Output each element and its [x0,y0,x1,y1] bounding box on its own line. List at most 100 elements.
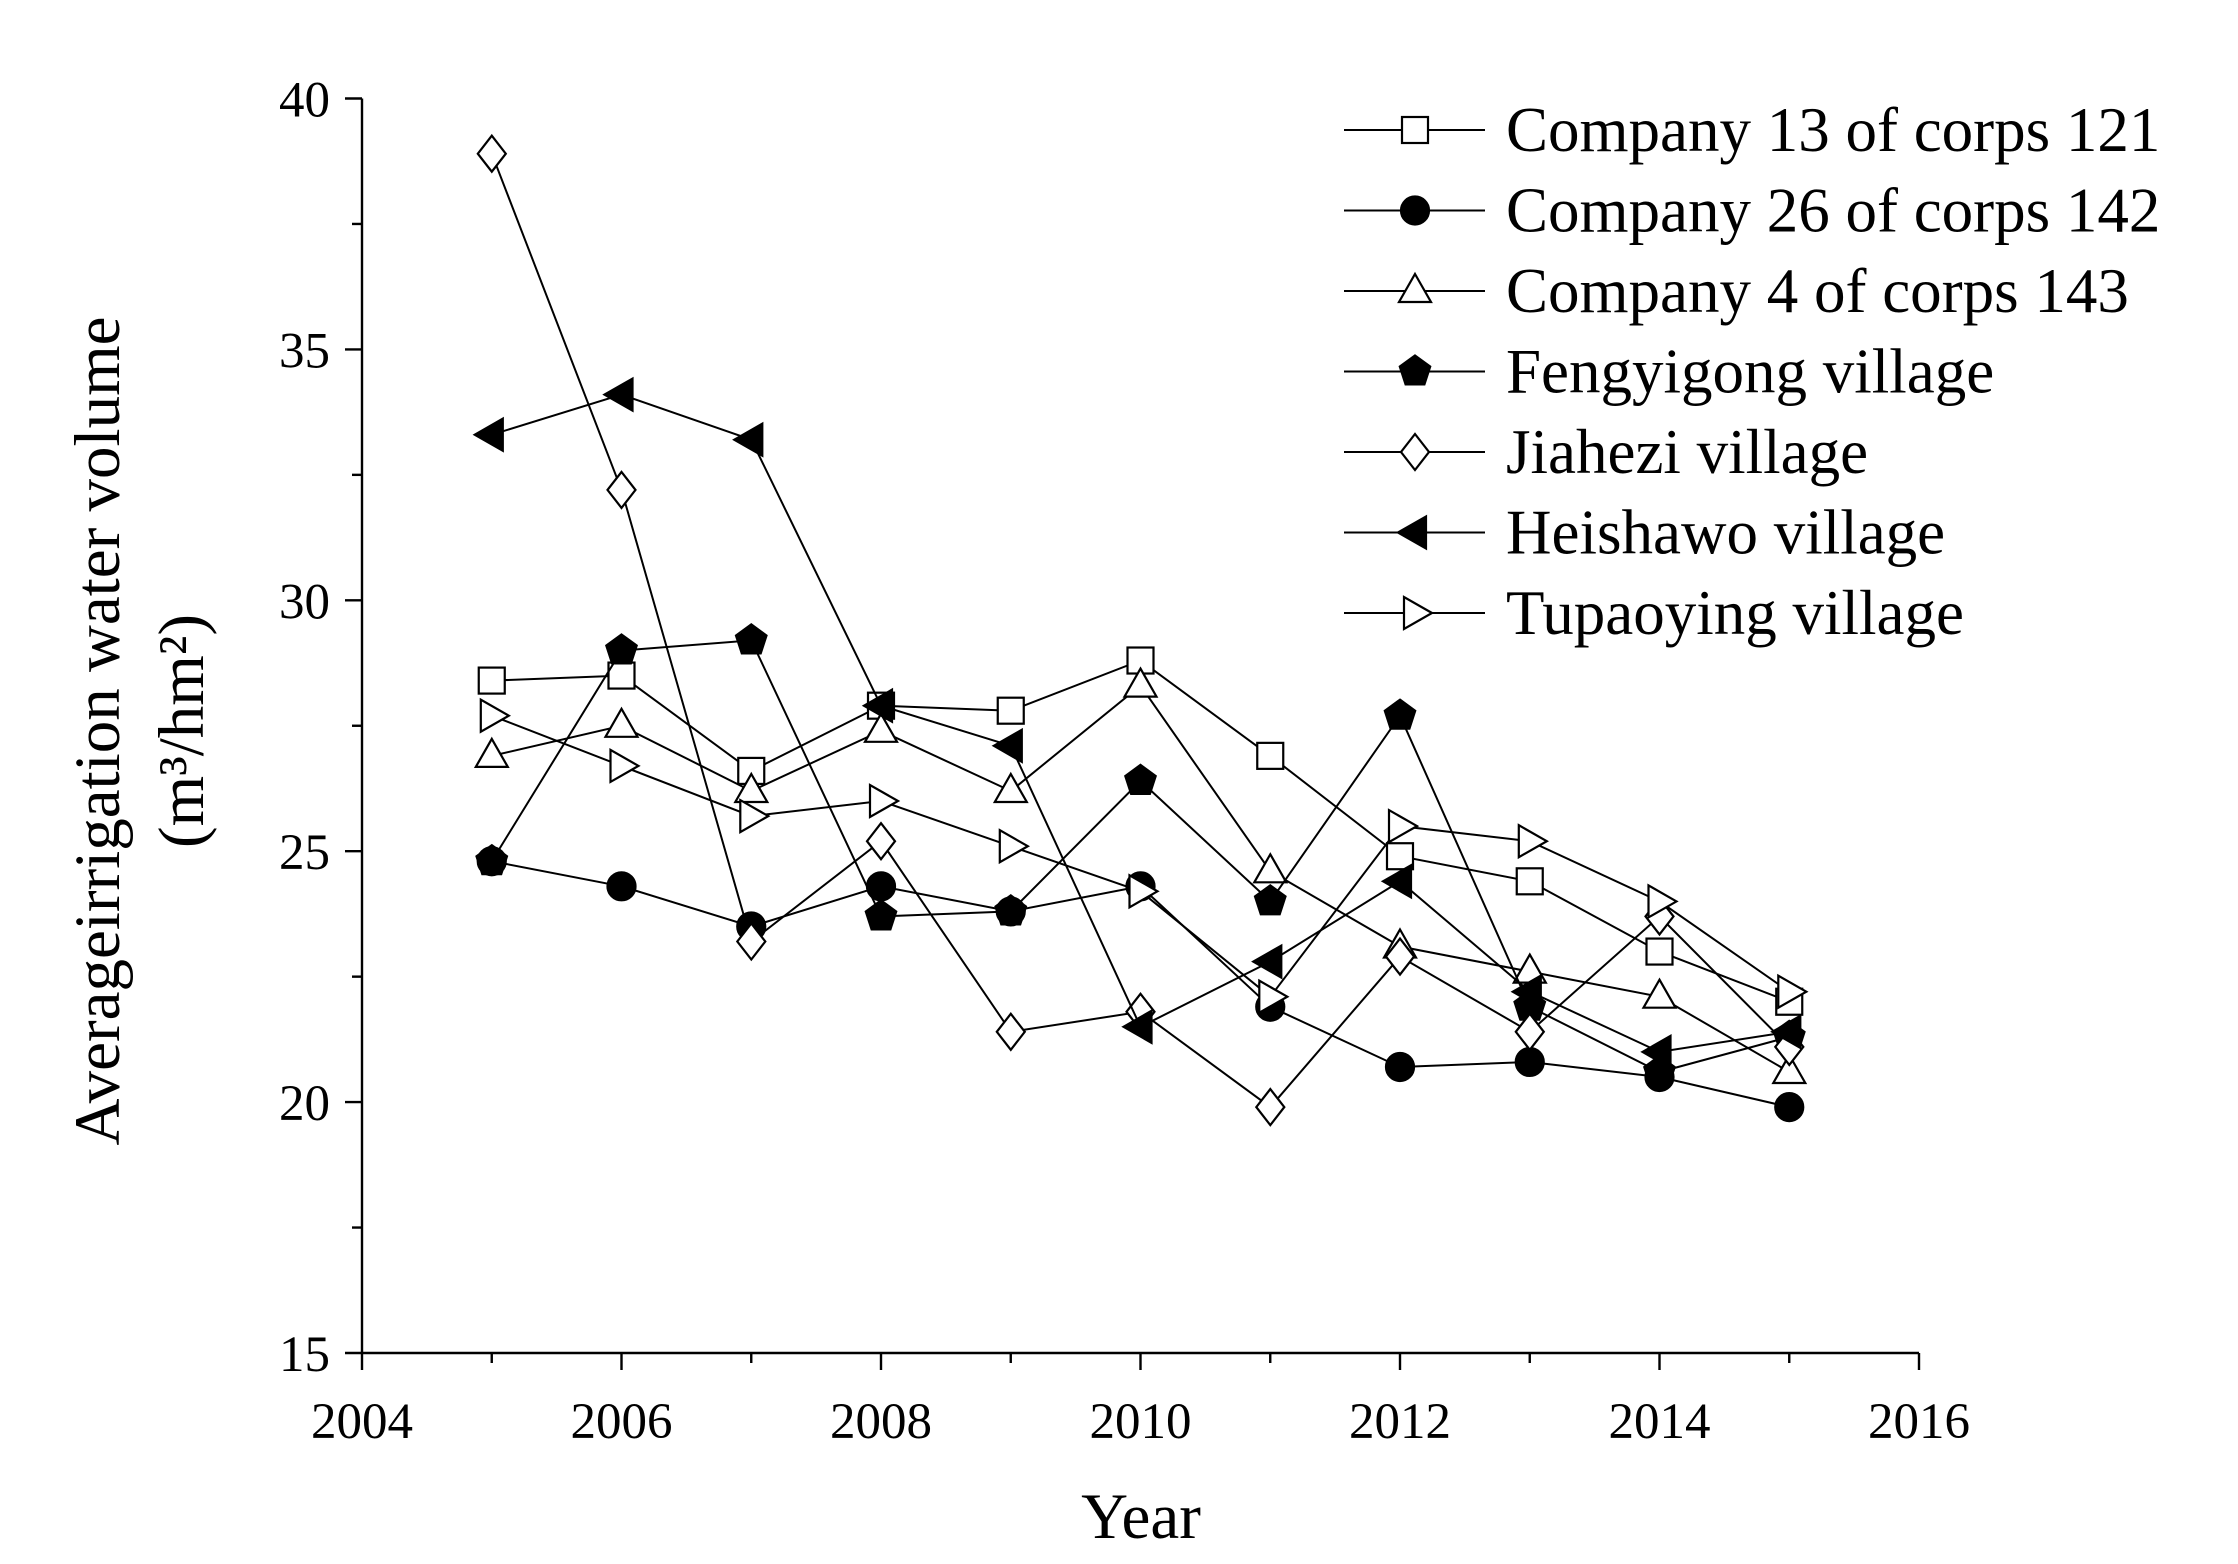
data-point [1774,1092,1805,1123]
y-tick-label: 15 [279,1327,330,1383]
series-group [472,133,1809,1127]
data-point [605,633,638,665]
data-point [606,470,637,510]
y-tick-label: 25 [279,825,330,881]
data-point [475,843,509,876]
legend-label: Heishawo village [1506,498,1945,568]
data-point [733,771,770,804]
y-axis-unit: (m³/hm²) [146,614,218,848]
legend-entry-tupaoying-village: Tupaoying village [1344,578,1964,648]
data-point [996,696,1025,725]
data-point [732,421,764,458]
data-point [1645,937,1674,966]
data-point [609,748,641,784]
data-point [602,376,634,413]
series-tupaoying-village [479,697,1809,1015]
y-tick-label: 20 [279,1076,330,1132]
data-point [1252,852,1289,884]
x-tick-label: 2006 [571,1394,673,1450]
data-point [994,894,1028,926]
data-point [476,133,508,174]
legend-marker [1397,271,1433,304]
x-tick-label: 2014 [1609,1394,1711,1450]
data-point [1387,808,1420,844]
data-point [1770,1013,1802,1050]
data-point [868,783,901,819]
data-point [735,921,767,962]
legend-entry-company-13-of-corps-121: Company 13 of corps 121 [1344,95,2160,165]
data-point [995,1012,1027,1052]
data-point [1383,698,1417,730]
data-point [865,821,897,861]
series-heishawo-village [472,376,1802,1070]
legend-marker [1399,432,1431,472]
x-axis-title: Year [1081,1481,1201,1553]
data-point [1128,873,1160,910]
data-point [1385,842,1415,871]
legend-marker [1399,195,1431,226]
tick-labels: 2004 2006 2008 2010 2012 2014 2016 15 20 25 30 35 40 [279,73,1970,1451]
x-tick-label: 2004 [311,1394,413,1450]
data-point [998,828,1031,865]
data-point [1258,978,1290,1015]
data-point [739,798,771,834]
data-point [607,661,636,690]
legend-label: Company 4 of corps 143 [1506,256,2129,326]
legend-marker [1400,115,1430,145]
data-point [1122,666,1159,698]
data-point [472,416,504,453]
legend-marker [1395,514,1428,551]
x-tick-label: 2010 [1090,1394,1192,1450]
data-point [734,623,768,655]
y-axis-title-group: Averageirrigation water volume [62,316,134,1145]
legend-entry-fengyigong-village: Fengyigong village [1344,337,1994,407]
legend-marker [1398,354,1432,386]
y-tick-label: 40 [279,73,330,129]
data-point [1384,1051,1416,1083]
y-tick-label: 30 [279,574,330,630]
legend-label: Company 13 of corps 121 [1506,95,2160,165]
series-line [491,659,1790,1003]
data-point [479,697,512,734]
legend-entry-jiahezi-village: Jiahezi village [1344,417,1868,487]
data-point [1640,1034,1672,1070]
data-point [1517,823,1550,860]
data-point [1124,763,1157,796]
legend-label: Tupaoying village [1506,578,1964,648]
data-point [473,736,510,769]
data-point [992,771,1029,804]
ticks [345,97,1921,1370]
data-point [1514,1046,1545,1078]
data-point [1380,863,1413,900]
series-company-13-of-corps-121 [477,646,1804,1016]
legend-entry-heishawo-village: Heishawo village [1344,498,1945,568]
data-point [1647,883,1679,920]
data-point [477,666,506,695]
data-point [1254,1087,1286,1127]
legend-label: Fengyigong village [1506,337,1994,407]
data-point [863,711,899,743]
data-point [991,727,1023,764]
data-point [1253,884,1287,916]
data-point [1121,1008,1153,1045]
data-point [1771,1052,1808,1085]
legend-entry-company-4-of-corps-143: Company 4 of corps 143 [1344,256,2129,326]
data-point [1251,943,1283,980]
data-point [1777,973,1809,1010]
data-point [861,687,894,724]
data-point [603,706,640,738]
y-axis-title: Averageirrigation water volume [62,316,134,1145]
y-axis-unit-group: (m³/hm²) [146,614,218,848]
data-point [1256,741,1285,770]
legend-label: Company 26 of corps 142 [1506,176,2160,246]
y-tick-label: 35 [279,323,330,379]
legend: Company 13 of corps 121 Company 26 of cor… [1344,95,2160,648]
data-point [1641,977,1678,1009]
data-point [1514,1012,1546,1052]
legend-marker [1402,595,1435,631]
data-point [1384,936,1416,977]
x-tick-label: 2016 [1868,1394,1970,1450]
x-tick-label: 2012 [1349,1394,1451,1450]
data-point [1510,973,1542,1010]
